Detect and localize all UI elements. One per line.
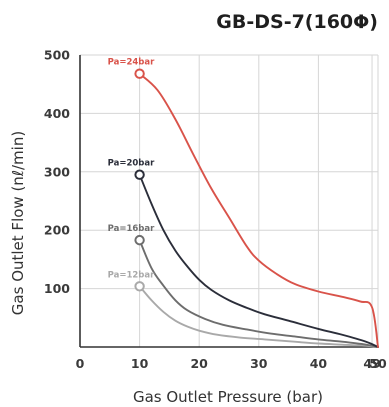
series-labels: Pa=12bar Pa=16bar Pa=20bar Pa=24bar <box>108 58 156 281</box>
series-start-marker-pa-24bar <box>134 68 145 79</box>
y-tick-label-500: 500 <box>44 48 70 63</box>
series-line-pa-16bar <box>138 239 379 348</box>
y-tick-label-200: 200 <box>44 223 70 238</box>
series-label-pa-16bar: Pa=16bar <box>108 224 156 234</box>
x-tick-label-30: 30 <box>250 356 268 371</box>
x-axis-label: Gas Outlet Pressure (bar) <box>133 388 323 406</box>
series-line-pa-20bar <box>138 173 379 348</box>
y-tick-label-300: 300 <box>44 164 70 179</box>
x-tick-label-10: 10 <box>131 356 149 371</box>
series-start-marker-pa-20bar <box>134 169 145 180</box>
series-start-marker-pa-16bar <box>134 234 145 246</box>
series-label-pa-20bar: Pa=20bar <box>108 159 156 169</box>
x-tick-label-49: 49 <box>363 356 380 371</box>
y-axis-label: Gas Outlet Flow (nℓ/min) <box>9 131 27 315</box>
x-tick-label-40: 40 <box>310 356 328 371</box>
y-tick-label-100: 100 <box>44 281 70 296</box>
grid <box>80 54 379 347</box>
y-tick-label-400: 400 <box>44 106 70 121</box>
series-start-marker-pa-12bar <box>134 281 145 292</box>
series-line-pa-24bar <box>138 72 379 348</box>
series-label-pa-24bar: Pa=24bar <box>108 58 156 68</box>
x-tick-label-20: 20 <box>190 356 208 371</box>
series-lines <box>134 68 379 348</box>
series-line-pa-12bar <box>138 285 379 348</box>
x-tick-label-50: 50 <box>369 356 387 371</box>
chart-title: GB-DS-7(160Φ) <box>216 11 378 33</box>
x-tick-label-0: 0 <box>76 356 85 371</box>
series-label-pa-12bar: Pa=12bar <box>108 270 156 280</box>
axes <box>79 55 378 348</box>
